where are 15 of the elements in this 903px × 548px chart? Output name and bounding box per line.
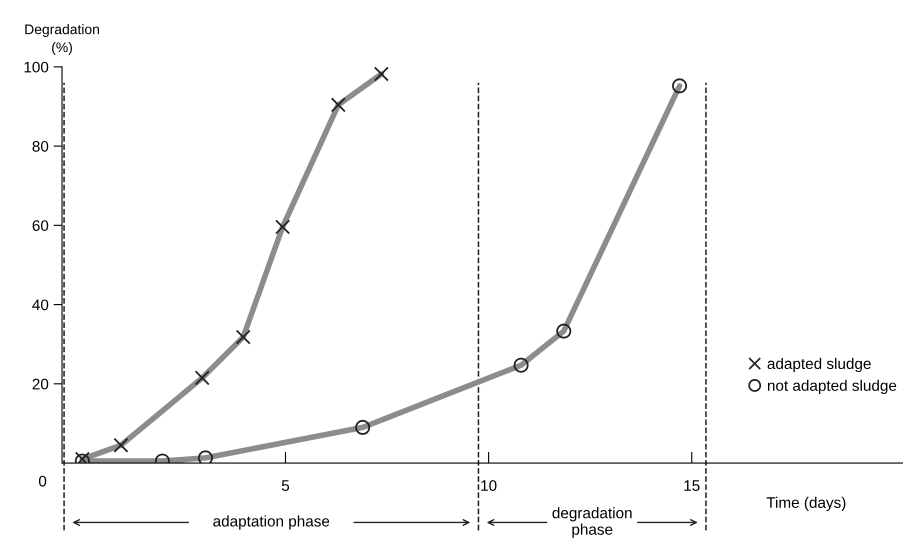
y-tick-label: 40 <box>32 299 48 310</box>
legend-label: adapted sludge <box>768 358 871 372</box>
y-tick-label: 60 <box>32 220 48 232</box>
x-axis-title: Time (days) <box>766 496 846 511</box>
text: adaptation phase <box>213 515 330 530</box>
y-tick-label: 20 <box>32 378 48 390</box>
text: degradation phase <box>552 507 632 538</box>
y-tick-label: 80 <box>32 140 48 152</box>
legend-label: not adapted sludge <box>768 380 896 394</box>
y-tick-label: 100 <box>24 62 48 73</box>
annotation: 0 <box>38 476 46 487</box>
x-tick-label: 10 <box>481 480 497 491</box>
y-axis-title: Degradation (%) <box>25 24 99 55</box>
x-tick-label: 5 <box>282 480 290 491</box>
x-tick-label: 15 <box>684 480 700 491</box>
